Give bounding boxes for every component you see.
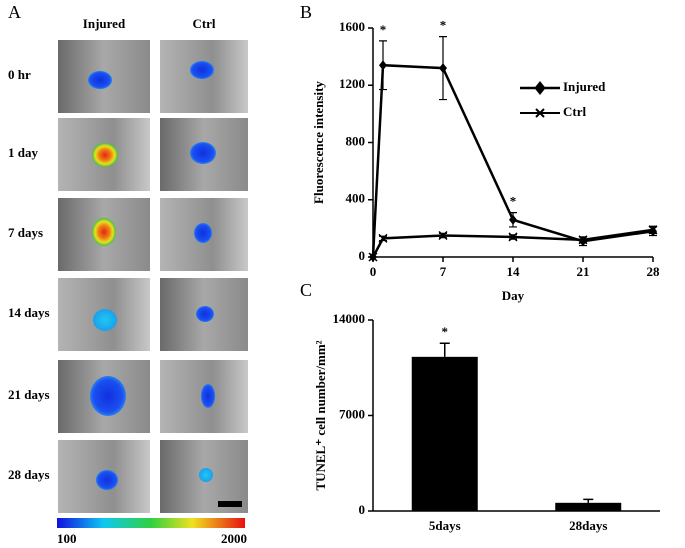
y-tick-label: 14000 — [333, 311, 366, 326]
data-point — [439, 63, 447, 74]
legend-label: Ctrl — [563, 104, 586, 119]
legend-marker — [520, 80, 560, 96]
data-point — [578, 235, 588, 245]
bar — [555, 502, 622, 511]
x-tick-label: 5days — [429, 518, 461, 533]
row-label: 7 days — [8, 225, 43, 240]
signal-blob — [96, 470, 118, 490]
x-tick-label: 21 — [577, 264, 590, 279]
signal-blob — [196, 306, 214, 322]
annotation: * — [380, 22, 387, 37]
signal-blob — [88, 71, 112, 89]
panel-label: A — [8, 2, 21, 22]
data-point — [648, 225, 658, 235]
column-label: Injured — [83, 16, 126, 31]
data-line — [371, 228, 654, 258]
y-tick-label: 1200 — [339, 76, 365, 91]
x-tick-label: 0 — [370, 264, 377, 279]
signal-blob — [201, 384, 215, 408]
x-tick-label: 28 — [647, 264, 661, 279]
colorbar-min-label: 100 — [57, 531, 77, 546]
signal-blob — [90, 376, 126, 416]
y-tick-label: 0 — [359, 502, 366, 517]
annotation: * — [442, 324, 449, 339]
y-axis-label: TUNEL⁺ cell number/mm² — [313, 340, 328, 490]
signal-blob — [93, 309, 117, 331]
column-label: Ctrl — [192, 16, 215, 31]
x-tick-label: 28days — [569, 518, 607, 533]
panel-label: B — [300, 2, 312, 22]
y-tick-label: 1600 — [339, 19, 365, 34]
annotation: * — [440, 18, 447, 33]
signal-blob — [92, 218, 116, 246]
legend-marker — [520, 108, 560, 118]
data-point — [378, 233, 388, 243]
row-label: 21 days — [8, 387, 50, 402]
legend-label: Injured — [563, 79, 606, 94]
y-axis-label: Fluorescence intensity — [311, 81, 326, 204]
row-label: 1 day — [8, 145, 38, 160]
x-tick-label: 14 — [507, 264, 521, 279]
row-label: 14 days — [8, 305, 50, 320]
signal-blob — [190, 61, 214, 79]
x-tick-label: 7 — [440, 264, 447, 279]
error-bar — [583, 498, 594, 503]
data-point — [379, 60, 387, 71]
signal-blob — [92, 143, 118, 167]
signal-blob — [190, 142, 216, 164]
error-bar — [439, 342, 450, 357]
x-axis-label: Day — [502, 288, 525, 303]
row-label: 28 days — [8, 467, 50, 482]
row-label: 0 hr — [8, 67, 31, 82]
data-point — [438, 231, 448, 241]
colorbar-max-label: 2000 — [221, 531, 247, 546]
data-point — [508, 232, 518, 242]
colorbar — [57, 518, 245, 528]
annotation: * — [510, 194, 517, 209]
y-tick-label: 7000 — [339, 406, 365, 421]
signal-blob — [199, 468, 213, 482]
data-point — [509, 214, 517, 225]
data-line — [371, 63, 654, 258]
scale-bar — [218, 501, 242, 507]
y-tick-label: 800 — [346, 133, 366, 148]
data-point — [368, 252, 378, 262]
signal-blob — [194, 223, 212, 243]
y-tick-label: 0 — [359, 248, 366, 263]
y-tick-label: 400 — [346, 191, 366, 206]
bar — [411, 356, 478, 511]
panel-label: C — [300, 280, 312, 300]
